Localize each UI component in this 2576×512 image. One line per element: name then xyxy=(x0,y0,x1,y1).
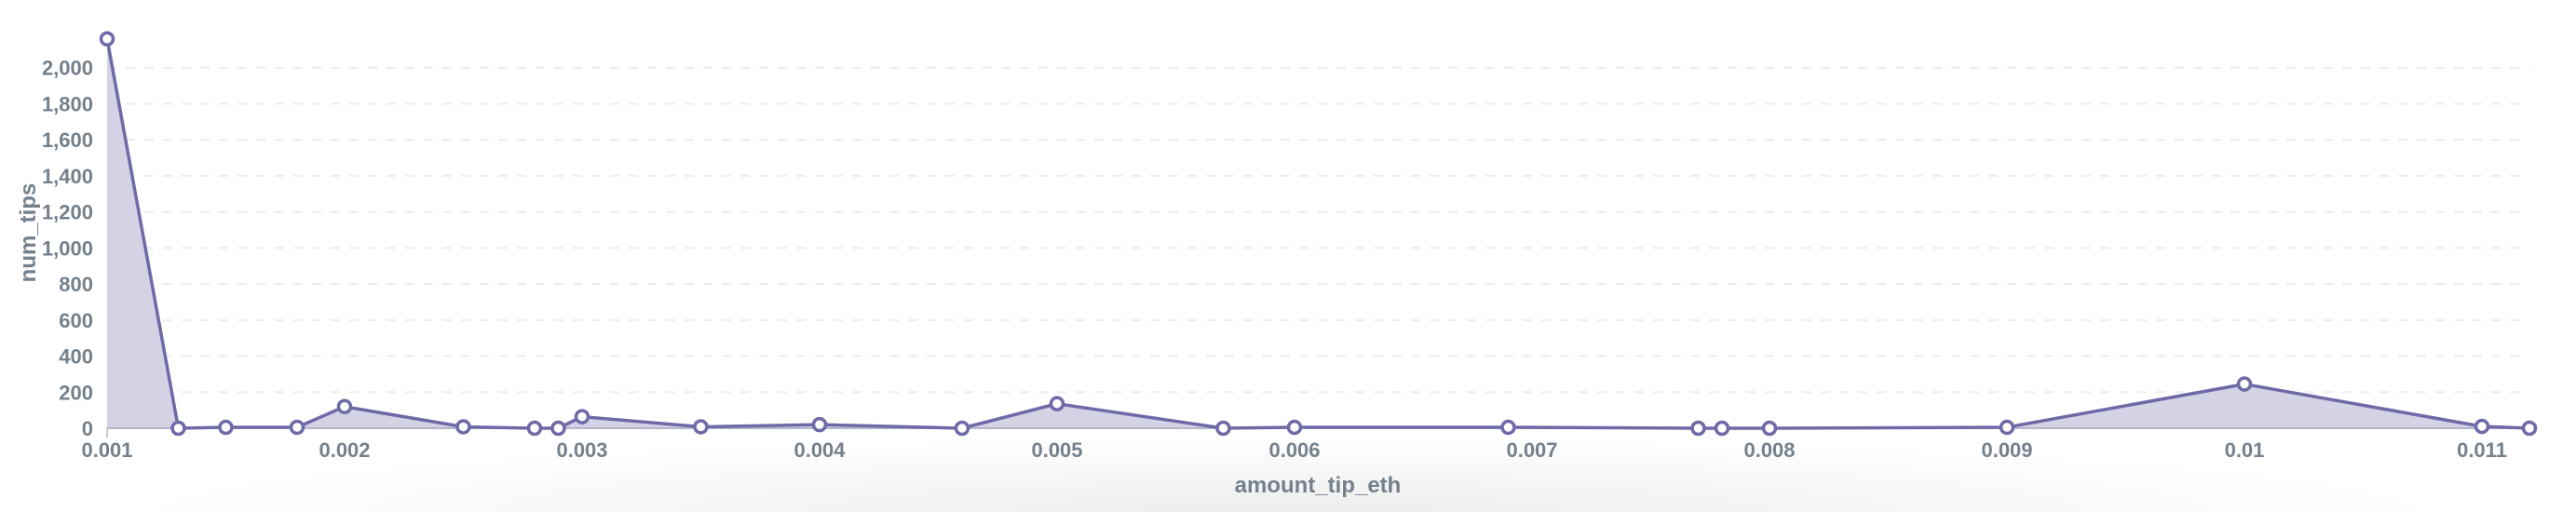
x-tick-label: 0.008 xyxy=(1743,438,1795,462)
x-tick-label: 0.007 xyxy=(1506,438,1557,462)
y-tick-label: 2,000 xyxy=(42,57,93,80)
data-point[interactable] xyxy=(693,419,709,435)
x-tick-label: 0.001 xyxy=(81,438,132,462)
data-point[interactable] xyxy=(2521,420,2538,437)
data-point[interactable] xyxy=(289,419,305,436)
y-tick-label: 1,000 xyxy=(42,236,93,260)
y-tick-label: 1,600 xyxy=(42,128,93,152)
data-point[interactable] xyxy=(99,31,115,47)
data-point[interactable] xyxy=(1761,420,1778,437)
area-fill xyxy=(107,38,2529,428)
data-point[interactable] xyxy=(170,420,186,437)
data-point[interactable] xyxy=(811,416,828,433)
x-tick-label: 0.005 xyxy=(1031,438,1082,462)
x-axis-label: amount_tip_eth xyxy=(1235,473,1402,498)
data-point[interactable] xyxy=(954,420,970,437)
data-point[interactable] xyxy=(2236,376,2253,392)
x-tick-label: 0.004 xyxy=(793,438,846,462)
y-tick-label: 800 xyxy=(59,273,93,296)
data-point[interactable] xyxy=(336,398,353,415)
x-tick-label: 0.009 xyxy=(1981,438,2032,462)
y-axis-label: num_tips xyxy=(16,183,41,283)
y-tick-label: 200 xyxy=(59,381,93,404)
x-tick-label: 0.011 xyxy=(2457,438,2507,462)
x-tick-label: 0.006 xyxy=(1268,438,1320,462)
data-point[interactable] xyxy=(1999,419,2015,436)
series-line xyxy=(105,38,2530,430)
data-points xyxy=(99,31,2538,437)
y-axis-ticks: 0 200 400 600 800 1,000 1,200 1,400 1,600 1,800 2,… xyxy=(42,57,93,440)
data-point[interactable] xyxy=(1714,420,1730,437)
data-point[interactable] xyxy=(218,419,234,436)
bottom-shadow xyxy=(0,438,2576,512)
x-tick-label: 0.01 xyxy=(2225,438,2265,462)
data-point[interactable] xyxy=(1049,396,1065,411)
data-point[interactable] xyxy=(2474,418,2490,435)
data-point[interactable] xyxy=(1215,420,1231,437)
x-axis-ticks: 0.001 0.002 0.003 0.004 0.005 0.006 0.007 0.008… xyxy=(81,428,2507,462)
y-tick-label: 1,400 xyxy=(42,165,93,188)
data-point[interactable] xyxy=(455,419,471,435)
y-tick-label: 600 xyxy=(59,309,93,332)
y-tick-label: 400 xyxy=(59,345,93,369)
data-point[interactable] xyxy=(1690,420,1706,437)
y-tick-label: 1,800 xyxy=(42,92,93,115)
x-tick-label: 0.002 xyxy=(319,438,370,462)
y-tick-label: 0 xyxy=(82,417,93,440)
data-point[interactable] xyxy=(550,420,566,437)
data-point[interactable] xyxy=(1500,419,1516,436)
data-point[interactable] xyxy=(1286,419,1303,436)
data-point[interactable] xyxy=(574,409,590,424)
y-tick-label: 1,200 xyxy=(42,201,93,224)
x-tick-label: 0.003 xyxy=(556,438,607,462)
data-point[interactable] xyxy=(526,420,543,437)
grid-lines xyxy=(107,66,2529,394)
